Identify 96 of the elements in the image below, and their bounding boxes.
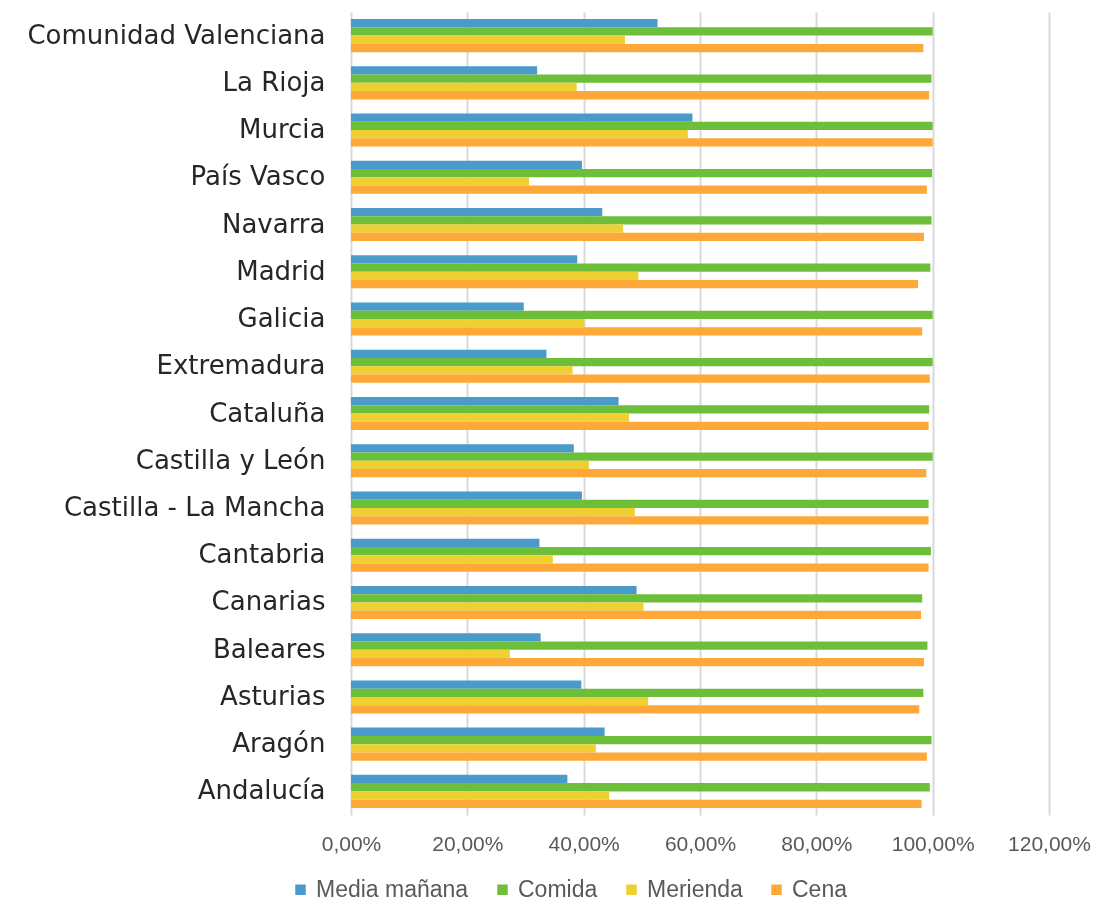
bar (351, 452, 933, 461)
bar (351, 319, 585, 328)
bar (351, 421, 929, 431)
bar (351, 349, 547, 358)
legend-label: Comida (518, 875, 598, 902)
bar (351, 783, 930, 792)
bar (351, 744, 596, 753)
bar (351, 657, 924, 667)
bar (351, 374, 930, 383)
bar (351, 327, 923, 336)
bar (351, 263, 931, 272)
bar (351, 43, 924, 53)
y-tick-label: Navarra (221, 208, 326, 239)
x-tick-label: 100,00% (891, 831, 975, 855)
bar (351, 160, 582, 170)
x-tick-label: 120,00% (1008, 831, 1091, 855)
bar (351, 169, 933, 178)
bar (351, 752, 927, 761)
bar (351, 649, 510, 658)
y-tick-label: Galicia (237, 303, 326, 334)
bar (351, 507, 635, 517)
bar (351, 113, 693, 122)
bar (351, 546, 931, 556)
bar (351, 680, 582, 689)
bar (351, 66, 538, 75)
y-tick-label: Madrid (236, 255, 326, 286)
bar (351, 82, 577, 92)
bar (351, 271, 639, 281)
bar (351, 641, 928, 650)
x-tick-label: 60,00% (664, 831, 737, 855)
y-tick-label: Cantabria (198, 539, 326, 570)
bar (351, 413, 630, 422)
bar (351, 216, 932, 225)
legend-label: Merienda (647, 875, 744, 902)
y-tick-label: País Vasco (190, 161, 326, 192)
bar (351, 688, 924, 697)
bar (351, 585, 637, 595)
bar (351, 358, 933, 367)
y-tick-label: Comunidad Valenciana (27, 19, 326, 50)
bar (351, 232, 924, 242)
bar (351, 791, 610, 800)
y-tick-label: Castilla y León (135, 444, 326, 475)
bar (351, 633, 541, 642)
bar (351, 594, 923, 603)
bar (351, 255, 578, 264)
y-tick-label: Murcia (239, 114, 326, 145)
bar (351, 460, 589, 469)
bar (351, 538, 540, 547)
bar (351, 610, 922, 619)
bar (351, 224, 624, 233)
legend-label: Media mañana (316, 875, 469, 902)
bar (351, 491, 582, 500)
x-tick-label: 80,00% (781, 831, 853, 855)
bar (351, 27, 933, 36)
x-tick-label: 20,00% (432, 831, 504, 855)
bar (351, 185, 927, 194)
bar (351, 208, 603, 217)
bar (351, 696, 649, 706)
bar (351, 799, 922, 808)
y-tick-label: La Rioja (222, 66, 326, 97)
y-tick-label: Extremadura (156, 350, 326, 381)
bar (351, 563, 929, 572)
bar (351, 138, 933, 147)
legend-label: Cena (792, 875, 848, 902)
y-tick-label: Aragón (232, 728, 326, 759)
bar (351, 130, 688, 139)
bar (351, 499, 929, 508)
bar (351, 705, 920, 714)
bar (351, 302, 524, 311)
y-tick-label: Castilla - La Mancha (63, 491, 326, 522)
x-tick-label: 0,00% (321, 831, 382, 855)
bar (351, 19, 658, 28)
bar (351, 405, 930, 414)
bar (351, 774, 568, 784)
bar (351, 121, 933, 131)
bar (351, 735, 932, 745)
bar (351, 74, 932, 83)
bar (351, 91, 930, 100)
y-tick-label: Cataluña (209, 397, 326, 428)
y-tick-label: Andalucía (197, 775, 326, 806)
bar (351, 310, 933, 320)
bar (351, 602, 644, 611)
bar (351, 516, 929, 525)
bar (351, 396, 619, 406)
bar (351, 35, 625, 44)
bar (351, 177, 529, 186)
y-tick-label: Asturias (220, 680, 326, 711)
bar (351, 469, 927, 478)
bar (351, 727, 605, 736)
bar (351, 366, 573, 375)
bar (351, 280, 919, 289)
y-tick-label: Baleares (212, 633, 326, 664)
y-tick-label: Canarias (211, 586, 326, 617)
bar (351, 555, 553, 564)
x-tick-label: 40,00% (548, 831, 620, 855)
bar (351, 444, 574, 453)
